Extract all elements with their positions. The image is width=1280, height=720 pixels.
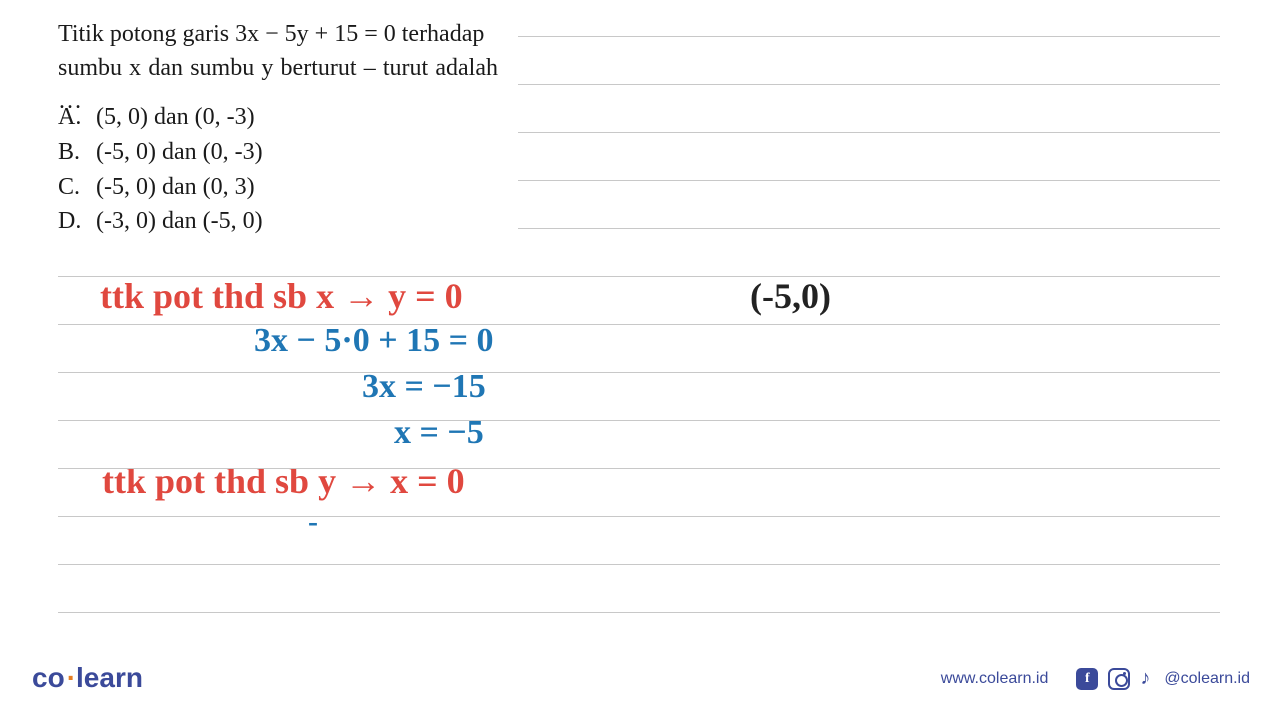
ruled-line xyxy=(58,516,1220,517)
footer-handle: @colearn.id xyxy=(1164,670,1250,688)
handwriting-dash: ‐ xyxy=(308,505,318,539)
ruled-line xyxy=(58,564,1220,565)
option-b-label: B. xyxy=(58,135,96,170)
handwriting-line-2: 3x − 5·0 + 15 = 0 xyxy=(254,322,493,360)
ruled-line xyxy=(58,612,1220,613)
option-d-label: D. xyxy=(58,204,96,239)
option-a-label: A. xyxy=(58,100,96,135)
footer-url: www.colearn.id xyxy=(941,670,1049,688)
handwriting-answer-point: (-5,0) xyxy=(750,275,831,317)
ruled-line xyxy=(58,324,1220,325)
instagram-icon xyxy=(1108,668,1130,690)
option-d-text: (-3, 0) dan (-5, 0) xyxy=(96,204,263,239)
ruled-line xyxy=(518,84,1220,85)
handwriting-line-1: ttk pot thd sb x → y = 0 xyxy=(100,275,463,317)
ruled-line xyxy=(518,132,1220,133)
handwriting-line-3: 3x = −15 xyxy=(362,368,486,406)
option-a-text: (5, 0) dan (0, -3) xyxy=(96,100,255,135)
logo-learn: learn xyxy=(76,662,143,693)
handwriting-line-5: ttk pot thd sb y → x = 0 xyxy=(102,460,465,502)
logo-co: co xyxy=(32,662,65,693)
option-c-text: (-5, 0) dan (0, 3) xyxy=(96,170,255,205)
option-b-text: (-5, 0) dan (0, -3) xyxy=(96,135,263,170)
answer-options: A. (5, 0) dan (0, -3) B. (-5, 0) dan (0,… xyxy=(58,100,263,239)
ruled-line xyxy=(58,276,1220,277)
ruled-line xyxy=(58,420,1220,421)
brand-logo: co·learn xyxy=(32,662,143,694)
ruled-line xyxy=(58,372,1220,373)
tiktok-icon: ♪ xyxy=(1140,667,1150,690)
ruled-line xyxy=(58,468,1220,469)
ruled-line xyxy=(518,228,1220,229)
footer-right: www.colearn.id f ♪ @colearn.id xyxy=(941,667,1250,690)
logo-dot: · xyxy=(65,662,76,693)
option-c-label: C. xyxy=(58,170,96,205)
option-c: C. (-5, 0) dan (0, 3) xyxy=(58,170,263,205)
ruled-line xyxy=(518,180,1220,181)
question-line-1: Titik potong garis 3x − 5y + 15 = 0 terh… xyxy=(58,21,484,47)
option-b: B. (-5, 0) dan (0, -3) xyxy=(58,135,263,170)
ruled-line xyxy=(518,36,1220,37)
option-d: D. (-3, 0) dan (-5, 0) xyxy=(58,204,263,239)
page: Titik potong garis 3x − 5y + 15 = 0 terh… xyxy=(0,0,1280,720)
facebook-icon: f xyxy=(1076,668,1098,690)
option-a: A. (5, 0) dan (0, -3) xyxy=(58,100,263,135)
